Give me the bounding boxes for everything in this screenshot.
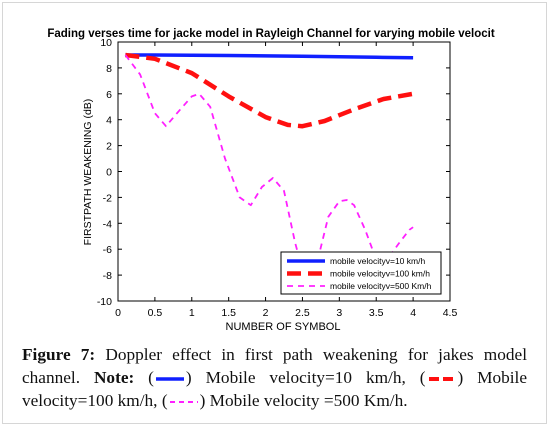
chart: Fading verses time for jacke model in Ra… [47, 28, 495, 333]
x-tick-label: 4 [410, 307, 416, 319]
y-tick-label: 0 [106, 167, 112, 179]
x-tick-label: 1 [189, 307, 195, 319]
legend-swatch-blue [155, 374, 185, 384]
legend-swatch-red [426, 374, 456, 384]
x-tick-label: 2 [263, 307, 269, 319]
y-axis-label: FIRSTPATH WEAKENING (dB) [82, 99, 94, 246]
y-tick-label: 8 [106, 63, 112, 75]
caption-text-500kmh: ) Mobile velocity =500 Km/h. [199, 391, 408, 410]
caption-text: Doppler effect in first path weakening f… [22, 345, 527, 387]
note-label: Note: [93, 368, 135, 387]
figure-label: Figure 7: [22, 345, 96, 364]
x-tick-label: 2.5 [295, 307, 310, 319]
y-tick-label: 10 [100, 37, 112, 49]
caption-text-open: ( [134, 368, 154, 387]
series-line-1 [125, 53, 414, 60]
y-tick-label: -10 [97, 296, 112, 308]
y-tick-label: 6 [106, 89, 112, 101]
y-tick-label: -6 [103, 244, 112, 256]
x-tick-label: 4.5 [443, 307, 458, 319]
x-tick-label: 3 [336, 307, 342, 319]
y-tick-label: -4 [103, 218, 112, 230]
y-tick-label: 2 [106, 141, 112, 153]
legend-label-3: mobile velocityv=500 Km/h [330, 281, 432, 291]
x-tick-label: 0.5 [148, 307, 163, 319]
x-axis-label: NUMBER OF SYMBOL [226, 321, 341, 333]
chart-title: Fading verses time for jacke model in Ra… [47, 28, 495, 40]
figure-caption: Figure 7: Doppler effect in first path w… [22, 343, 527, 412]
plot-area: 0 0.5 1 1.5 2 2.5 3 3.5 4 4.5 -10 -8 -6 -4 -2 0 2 4 6 8 10 mo… [97, 37, 458, 319]
x-tick-label: 1.5 [221, 307, 236, 319]
y-tick-label: 4 [106, 115, 112, 127]
caption-text-100kmh: ) Mobile velocity=100 km/h, ( [22, 368, 528, 410]
legend-swatch-magenta [169, 397, 199, 407]
caption-text-10kmh: ) Mobile velocity=10 km/h, ( [185, 368, 426, 387]
legend-label-1: mobile velocityv=10 km/h [330, 256, 425, 266]
series-line-2 [125, 52, 414, 129]
series-line-3 [124, 54, 414, 284]
y-tick-label: -2 [103, 192, 112, 204]
x-tick-label: 0 [115, 307, 121, 319]
y-tick-label: -8 [103, 270, 112, 282]
legend-box [280, 251, 442, 295]
legend-label-2: mobile velocityv=100 km/h [330, 269, 430, 279]
x-tick-label: 3.5 [369, 307, 384, 319]
